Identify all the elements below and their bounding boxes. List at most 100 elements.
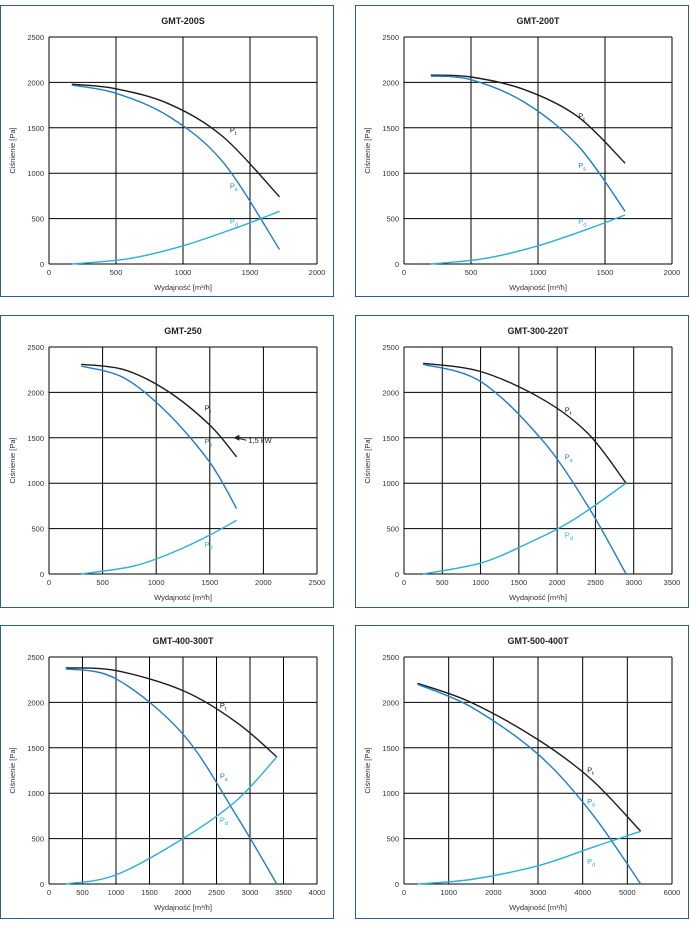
series-line-pt [65,667,278,758]
y-tick-label: 500 [386,525,399,534]
series-label-ps: Ps [587,797,595,809]
x-axis-label: Wydajność [m³/h] [509,283,567,292]
y-tick-label: 2500 [27,343,44,352]
series-line-pd [65,756,278,885]
series-line-pd [430,214,626,265]
series-line-pt [422,362,627,484]
x-tick-label: 1500 [242,268,259,277]
x-tick-label: 1000 [148,578,165,587]
y-tick-label: 500 [386,215,399,224]
y-tick-label: 1000 [27,169,44,178]
chart-svg: GMT-500-400T 0 1000 2000 3000 4000 5000 6000 0 50… [363,636,681,912]
chart-title: GMT-200T [516,16,560,26]
y-tick-label: 2000 [382,698,399,707]
x-axis-label: Wydajność [m³/h] [154,903,212,912]
x-tick-label: 2000 [485,888,502,897]
series-line-pt [71,83,281,198]
series-line-ps [430,75,626,212]
annotation-arrow [233,434,247,441]
chart-panel-gmt-300-220t: GMT-300-220T 0 500 1000 1500 2000 2500 3000 3500… [355,315,689,608]
y-tick-label: 0 [395,570,399,579]
y-tick-label: 500 [31,215,44,224]
x-tick-label: 2500 [208,888,225,897]
y-tick-label: 1500 [27,434,44,443]
chart-panel-gmt-400-300t: GMT-400-300T 0 500 1000 1500 2000 2500 3000 3500… [0,625,334,919]
x-tick-label: 3500 [275,888,292,897]
chart-svg: GMT-400-300T 0 500 1000 1500 2000 2500 3000 3500… [8,636,326,912]
annotation-label: 1,5 kW [248,436,272,445]
x-axis-label: Wydajność [m³/h] [509,903,567,912]
chart-svg: GMT-300-220T 0 500 1000 1500 2000 2500 3000 3500… [363,326,680,602]
y-tick-label: 0 [395,880,399,889]
series-line-pt [417,682,642,832]
chart-title: GMT-200S [161,16,205,26]
series-line-pd [81,519,237,575]
x-tick-label: 0 [47,888,51,897]
series-line-ps [71,84,281,250]
x-tick-label: 1000 [175,268,192,277]
series-label-pd: Pd [204,540,212,552]
chart-title: GMT-500-400T [507,636,569,646]
x-tick-label: 1500 [597,268,614,277]
y-tick-label: 500 [386,835,399,844]
x-tick-label: 5000 [619,888,636,897]
x-tick-label: 3000 [625,578,642,587]
series-label-pt: Pt [230,125,237,137]
y-tick-label: 2000 [27,698,44,707]
y-axis-label: Ciśnienie [Pa] [363,437,372,483]
x-tick-label: 1000 [530,268,547,277]
chart-panel-gmt-500-400t: GMT-500-400T 0 1000 2000 3000 4000 5000 6000 0 50… [355,625,689,919]
series-label-ps: Ps [204,437,212,449]
y-tick-label: 2000 [382,78,399,87]
chart-panel-gmt-200s: GMT-200S 0 500 1000 1500 2000 0 500 1000 1500 2000… [0,5,334,297]
series-label-pd: Pd [565,531,573,543]
x-tick-label: 1000 [440,888,457,897]
series-line-ps [417,683,642,885]
x-tick-label: 0 [402,578,406,587]
y-tick-label: 1500 [382,744,399,753]
x-tick-label: 4000 [309,888,326,897]
series-label-pt: Pt [565,405,572,417]
chart-title: GMT-400-300T [152,636,214,646]
y-tick-label: 2500 [382,343,399,352]
x-tick-label: 1500 [201,578,218,587]
y-tick-label: 2000 [27,78,44,87]
series-line-pt [81,363,238,458]
y-tick-label: 1000 [382,169,399,178]
x-tick-label: 2500 [587,578,604,587]
y-tick-label: 0 [40,260,44,269]
series-label-ps: Ps [230,182,238,194]
y-tick-label: 0 [40,570,44,579]
series-label-pd: Pd [220,815,228,827]
x-tick-label: 500 [465,268,478,277]
y-tick-label: 1500 [27,124,44,133]
series-line-ps [81,365,238,509]
series-label-ps: Ps [220,772,228,784]
series-label-pd: Pd [230,217,238,229]
y-tick-label: 0 [395,260,399,269]
x-tick-label: 2000 [664,268,681,277]
series-label-pt: Pt [578,112,585,124]
x-tick-label: 2000 [175,888,192,897]
y-axis-label: Ciśnienie [Pa] [363,747,372,793]
x-axis-label: Wydajność [m³/h] [154,593,212,602]
x-tick-label: 500 [110,268,123,277]
x-tick-label: 500 [76,888,89,897]
y-tick-label: 1500 [27,744,44,753]
series-line-ps [65,668,278,885]
x-tick-label: 6000 [664,888,681,897]
x-tick-label: 1500 [141,888,158,897]
series-label-pd: Pd [578,217,586,229]
x-tick-label: 0 [402,268,406,277]
y-tick-label: 1500 [382,434,399,443]
x-tick-label: 3000 [530,888,547,897]
chart-panel-gmt-200t: GMT-200T 0 500 1000 1500 2000 0 500 1000 1500 2000… [355,5,689,297]
series-label-pd: Pd [587,857,595,869]
chart-title: GMT-300-220T [507,326,569,336]
series-line-pd [422,482,627,575]
x-tick-label: 2000 [549,578,566,587]
chart-title: GMT-250 [164,326,202,336]
chart-svg: GMT-200T 0 500 1000 1500 2000 0 500 1000 1500 2000… [363,16,681,292]
series-line-pd [71,210,280,265]
x-axis-label: Wydajność [m³/h] [154,283,212,292]
